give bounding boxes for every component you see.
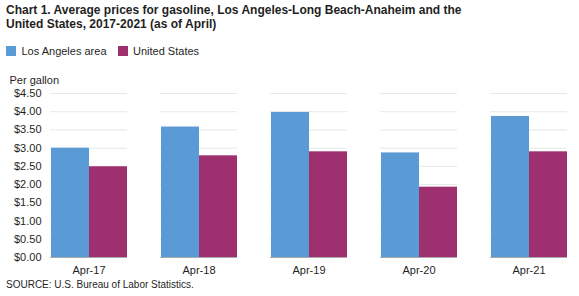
svg-text:$0.00: $0.00 <box>14 251 42 263</box>
svg-text:$3.00: $3.00 <box>14 141 42 153</box>
svg-text:$1.00: $1.00 <box>14 214 42 226</box>
svg-text:$1.50: $1.50 <box>14 196 42 208</box>
html-text:SOURCE: U.S. Bureau of Labor S: SOURCE: U.S. Bureau of Labor Statistics. <box>6 278 194 290</box>
svg-text:$4.00: $4.00 <box>14 105 42 117</box>
svg-text:Apr-21: Apr-21 <box>512 264 545 276</box>
svg-text:Apr-18: Apr-18 <box>182 264 215 276</box>
svg-text:$3.50: $3.50 <box>14 123 42 135</box>
svg-text:$2.50: $2.50 <box>14 159 42 171</box>
svg-text:Apr-19: Apr-19 <box>292 264 325 276</box>
svg-text:$0.50: $0.50 <box>14 232 42 244</box>
html-text:Los Angeles area: Los Angeles area <box>21 44 107 57</box>
svg-text:Apr-20: Apr-20 <box>402 264 435 276</box>
html-text:Chart 1. Average prices for ga: Chart 1. Average prices for gasoline, Lo… <box>6 3 462 17</box>
html-text:United States, 2017-2021 (as o: United States, 2017-2021 (as of April) <box>6 17 217 31</box>
svg-text:Per gallon: Per gallon <box>10 74 60 86</box>
svg-text:$2.00: $2.00 <box>14 178 42 190</box>
svg-text:$4.50: $4.50 <box>14 87 42 99</box>
html-text:United States: United States <box>133 44 200 57</box>
svg-text:Apr-17: Apr-17 <box>72 264 105 276</box>
